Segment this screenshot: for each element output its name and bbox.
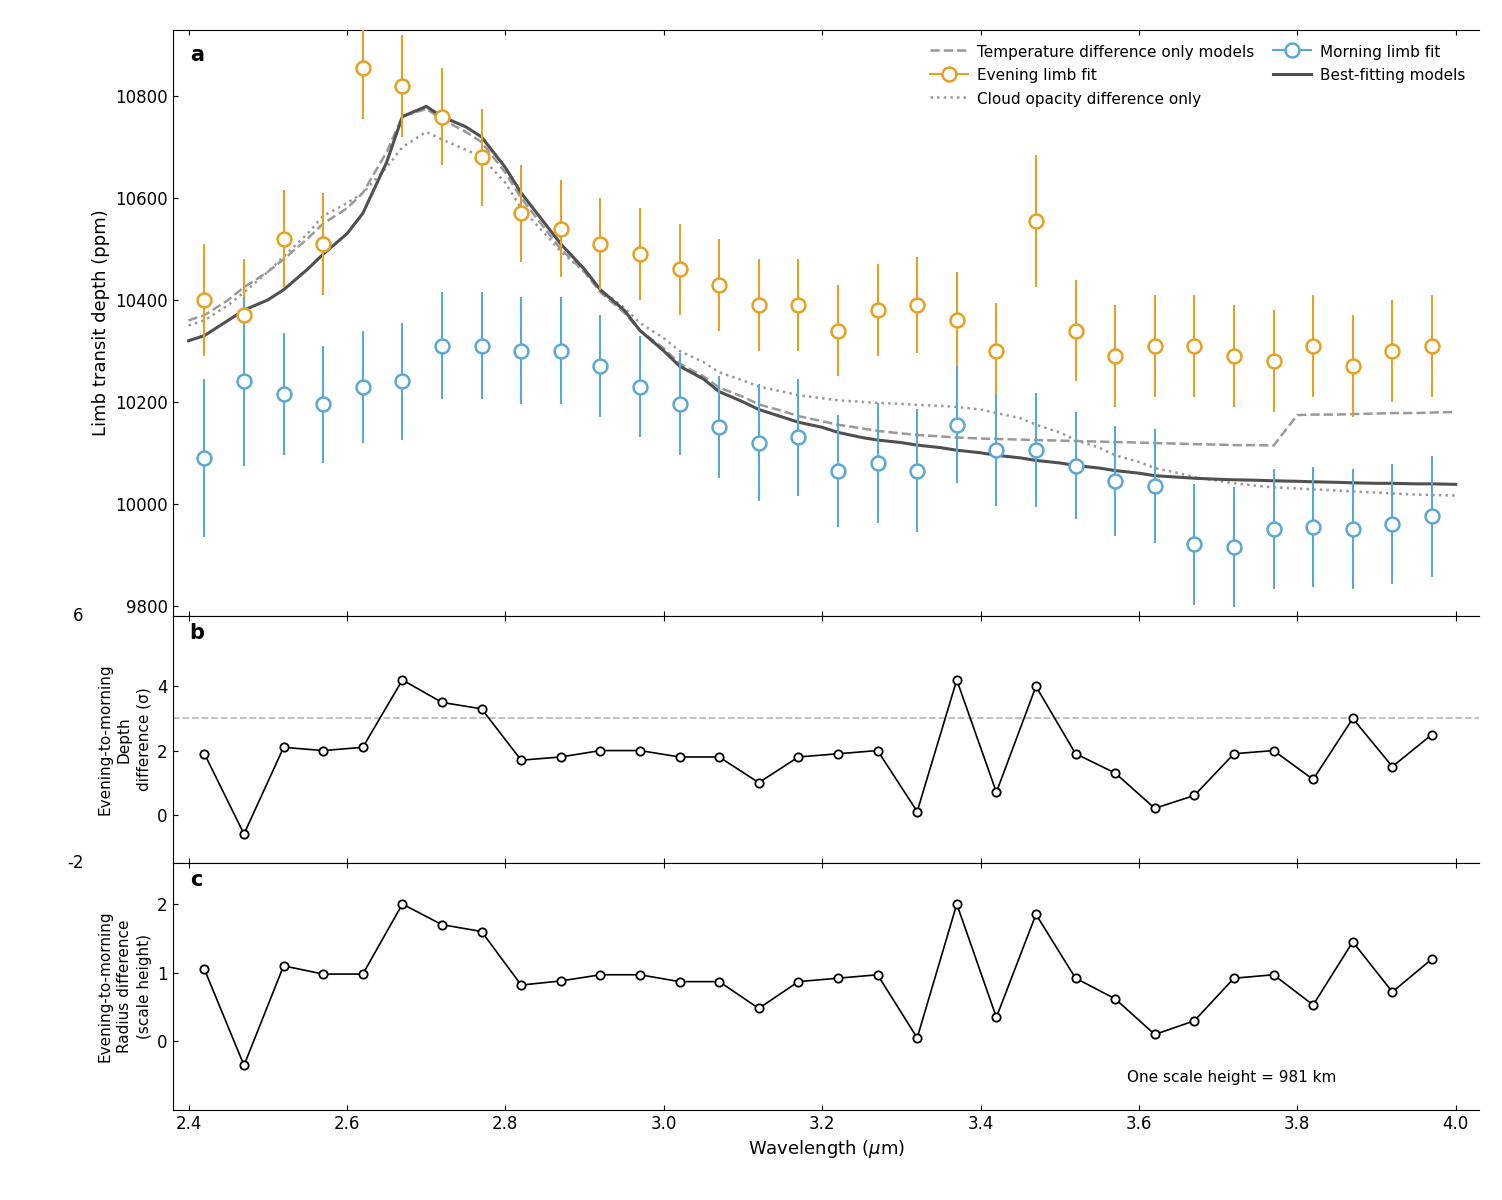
- Y-axis label: Limb transit depth (ppm): Limb transit depth (ppm): [92, 210, 110, 437]
- Text: 6: 6: [74, 607, 84, 625]
- Text: a: a: [189, 44, 204, 65]
- Text: -2: -2: [68, 854, 84, 872]
- Legend: Temperature difference only models, Evening limb fit, Cloud opacity difference o: Temperature difference only models, Even…: [924, 37, 1472, 113]
- Y-axis label: Evening-to-morning
Depth
difference (σ): Evening-to-morning Depth difference (σ): [98, 664, 152, 815]
- Text: One scale height = 981 km: One scale height = 981 km: [1126, 1070, 1335, 1085]
- Text: b: b: [189, 623, 204, 643]
- Y-axis label: Evening-to-morning
Radius difference
(scale height): Evening-to-morning Radius difference (sc…: [98, 911, 152, 1062]
- Text: c: c: [189, 870, 203, 890]
- X-axis label: Wavelength ($\mu$m): Wavelength ($\mu$m): [748, 1139, 904, 1160]
